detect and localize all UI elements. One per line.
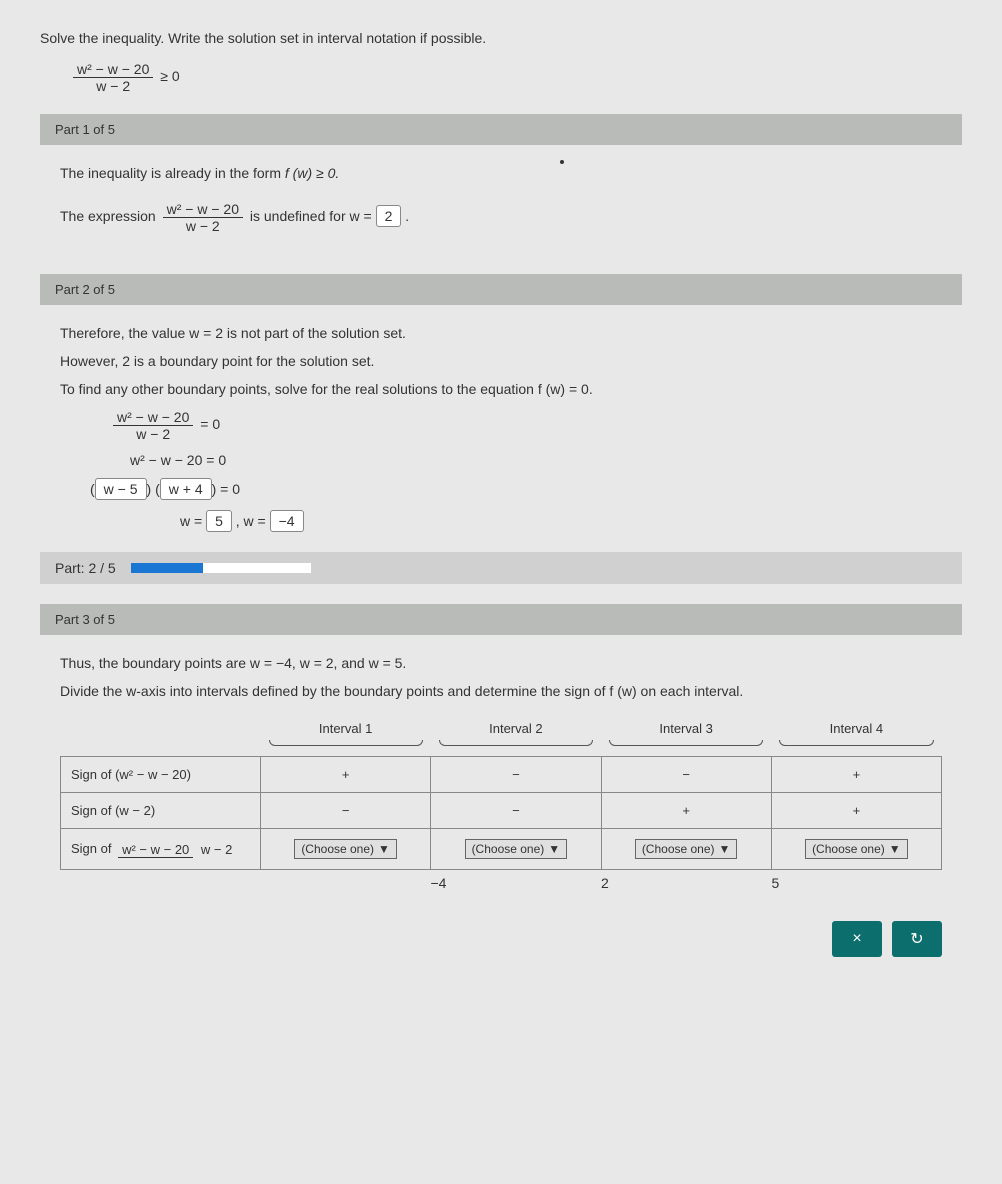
undefined-value-answer[interactable]: 2	[376, 205, 402, 227]
part3-body: Thus, the boundary points are w = −4, w …	[40, 635, 962, 977]
choose-dropdown[interactable]: (Choose one) ▼	[805, 839, 908, 859]
reset-button[interactable]: ↻	[892, 921, 942, 957]
choose-dropdown[interactable]: (Choose one) ▼	[465, 839, 568, 859]
solution1-answer[interactable]: 5	[206, 510, 232, 532]
interval-header: Interval 2	[489, 721, 542, 736]
choose-dropdown[interactable]: (Choose one) ▼	[635, 839, 738, 859]
factor2-answer[interactable]: w + 4	[160, 478, 212, 500]
interval-header: Interval 3	[659, 721, 712, 736]
main-inequality: w² − w − 20 w − 2 ≥ 0	[70, 61, 932, 94]
stray-dot	[560, 160, 564, 164]
part3-header: Part 3 of 5	[40, 604, 962, 635]
progress-bar	[131, 563, 311, 573]
table-row: Sign of (w² − w − 20) + − − +	[61, 757, 942, 793]
progress-label: Part: 2 / 5	[55, 560, 116, 576]
interval-header: Interval 1	[319, 721, 372, 736]
table-row: Sign of (w − 2) − − + +	[61, 793, 942, 829]
interval-header: Interval 4	[830, 721, 883, 736]
part1-header: Part 1 of 5	[40, 114, 962, 145]
part2-header: Part 2 of 5	[40, 274, 962, 305]
close-button[interactable]: ×	[832, 921, 882, 957]
instruction-text: Solve the inequality. Write the solution…	[40, 30, 962, 46]
progress-fill	[131, 563, 203, 573]
solution2-answer[interactable]: −4	[270, 510, 304, 532]
part2-body: Therefore, the value w = 2 is not part o…	[40, 305, 962, 552]
factor1-answer[interactable]: w − 5	[95, 478, 147, 500]
progress-row: Part: 2 / 5	[40, 552, 962, 584]
table-row: Sign of w² − w − 20 w − 2 (Choose one) ▼…	[61, 829, 942, 870]
part1-body: The inequality is already in the form f …	[40, 145, 962, 254]
sign-table: Interval 1 Interval 2 Interval 3 Interva…	[60, 711, 942, 870]
number-line: −4 2 5	[60, 875, 942, 891]
choose-dropdown[interactable]: (Choose one) ▼	[294, 839, 397, 859]
